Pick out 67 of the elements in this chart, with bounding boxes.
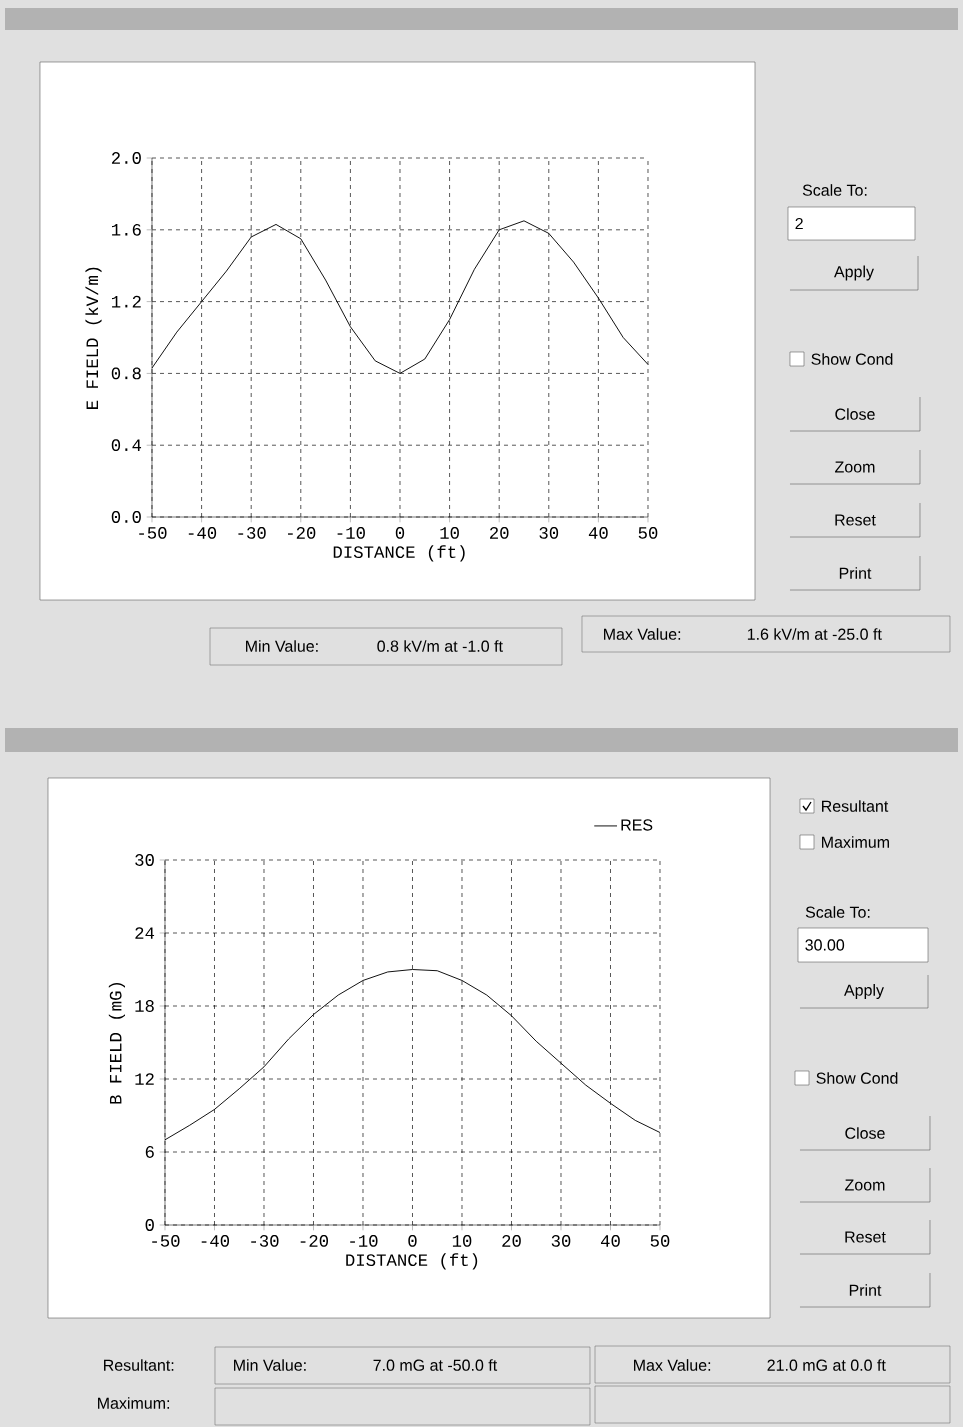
- x-tick-label: 40: [588, 527, 608, 539]
- legend-label: RES: [621, 819, 653, 831]
- x-tick-label: -10: [337, 527, 365, 539]
- text: Show Cond: [811, 353, 893, 365]
- text: 21.0 mG at 0.0 ft: [767, 1359, 886, 1371]
- text: Print: [849, 1284, 882, 1296]
- x-tick-label: 10: [452, 1235, 472, 1247]
- text: Min Value:: [234, 1359, 306, 1371]
- x-tick-label: 30: [551, 1235, 571, 1247]
- y-tick-label: 24: [135, 927, 155, 939]
- text: Maximum: [822, 836, 889, 848]
- x-tick-label: 0: [408, 1235, 417, 1247]
- y-tick-label: 2.0: [111, 152, 141, 164]
- y-tick-label: 0.4: [111, 439, 142, 452]
- text: Max Value:: [634, 1359, 711, 1371]
- y-tick-label: 1.2: [112, 295, 141, 308]
- text: 7.0 mG at -50.0 ft: [373, 1359, 498, 1371]
- text: 2: [795, 217, 803, 230]
- y-tick-label: 0.0: [111, 511, 141, 523]
- x-tick-label: 50: [638, 527, 658, 539]
- text: Maximum:: [98, 1397, 170, 1409]
- y-tick-label: 30: [135, 854, 154, 866]
- x-tick-label: -50: [139, 527, 167, 539]
- text: Zoom: [835, 461, 875, 473]
- text: Max Value:: [604, 628, 681, 640]
- x-tick-label: -40: [188, 527, 217, 539]
- y-tick-label: 6: [145, 1146, 154, 1158]
- x-tick-label: -20: [300, 1235, 329, 1247]
- y-tick-label: 1.6: [112, 223, 141, 236]
- text: Scale To:: [805, 906, 870, 918]
- x-tick-label: -50: [152, 1235, 180, 1247]
- text: 30.00: [805, 939, 845, 951]
- text: Zoom: [845, 1179, 885, 1191]
- text: Show Cond: [816, 1072, 898, 1084]
- text: 1.6 kV/m at -25.0 ft: [747, 628, 882, 640]
- x-tick-label: 20: [490, 527, 509, 539]
- x-tick-label: 10: [440, 527, 459, 539]
- y-tick-label: 0.8: [111, 367, 141, 380]
- x-tick-label: -30: [238, 527, 266, 539]
- text: 0.8 kV/m at -1.0 ft: [377, 640, 503, 652]
- x-tick-label: 0: [395, 527, 405, 539]
- y-axis-title: E FIELD (kV/m): [85, 267, 102, 409]
- text: Close: [845, 1127, 885, 1139]
- text: Resultant: [822, 800, 889, 812]
- x-tick-label: -20: [288, 527, 316, 539]
- x-tick-label: -40: [201, 1235, 230, 1247]
- text: Apply: [844, 984, 884, 999]
- text: Reset: [845, 1231, 886, 1243]
- text: Scale To:: [802, 184, 867, 196]
- text: Close: [835, 408, 875, 420]
- x-tick-label: 50: [650, 1235, 670, 1247]
- x-axis-title: DISTANCE (ft): [333, 545, 465, 562]
- x-tick-label: -30: [251, 1235, 279, 1247]
- y-axis-title: B FIELD (mG): [108, 983, 125, 1104]
- text: Min Value:: [246, 640, 318, 652]
- text: Apply: [834, 265, 874, 281]
- text: Print: [839, 567, 872, 579]
- text: Reset: [835, 514, 876, 526]
- x-tick-label: -10: [350, 1235, 378, 1247]
- x-tick-label: 40: [600, 1235, 620, 1247]
- y-tick-label: 18: [135, 1000, 154, 1012]
- x-axis-title: DISTANCE (ft): [346, 1253, 478, 1270]
- x-tick-label: 20: [502, 1235, 521, 1247]
- text: Resultant:: [104, 1359, 174, 1371]
- y-tick-label: 0: [145, 1219, 154, 1231]
- x-tick-label: 30: [539, 527, 559, 539]
- y-tick-label: 12: [135, 1073, 154, 1085]
